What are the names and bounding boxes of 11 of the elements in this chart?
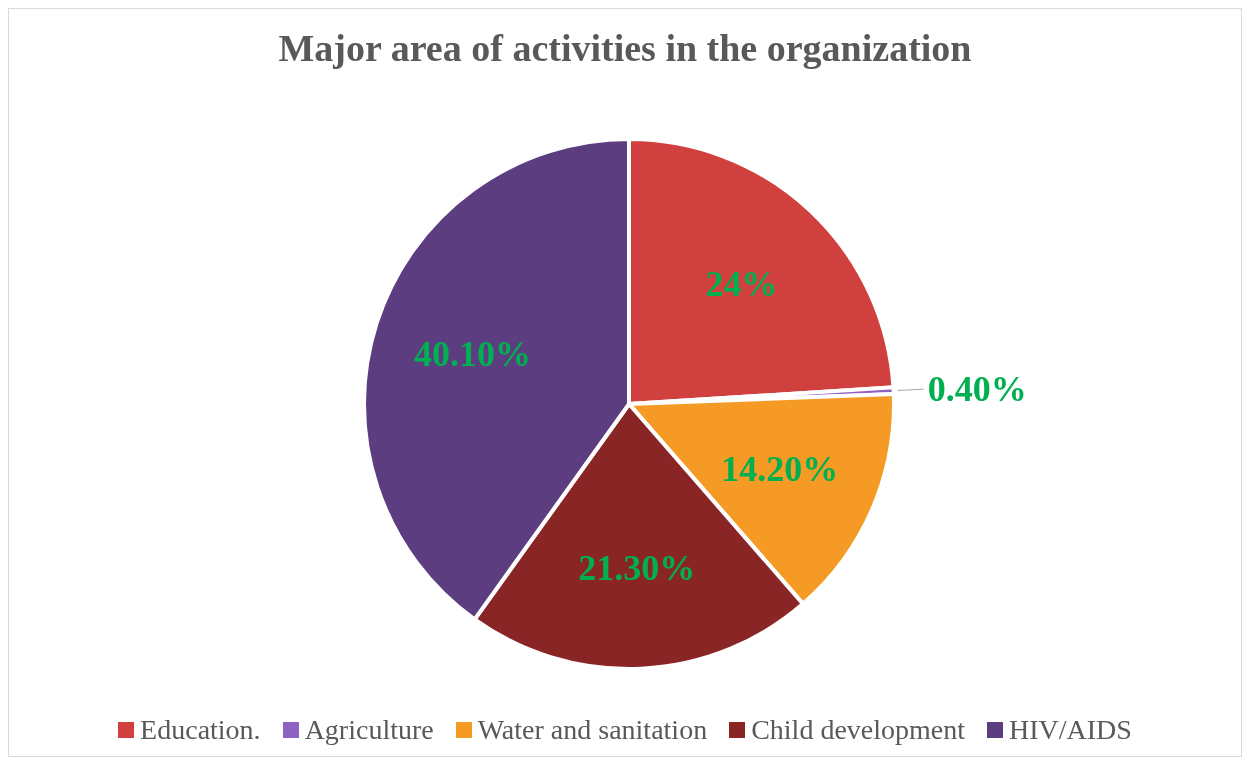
- chart-title: Major area of activities in the organization: [278, 27, 972, 69]
- legend-label: Agriculture: [304, 714, 434, 746]
- data-label: 21.30%: [578, 548, 696, 589]
- data-label: 0.40%: [927, 369, 1027, 410]
- data-label: 40.10%: [414, 333, 532, 374]
- legend-label: HIV/AIDS: [1009, 714, 1132, 746]
- legend-label: Water and sanitation: [477, 714, 708, 746]
- data-label: 24%: [705, 264, 778, 305]
- legend-label: Education.: [140, 714, 261, 746]
- data-label: 14.20%: [721, 449, 839, 490]
- legend-label: Child development: [751, 714, 965, 746]
